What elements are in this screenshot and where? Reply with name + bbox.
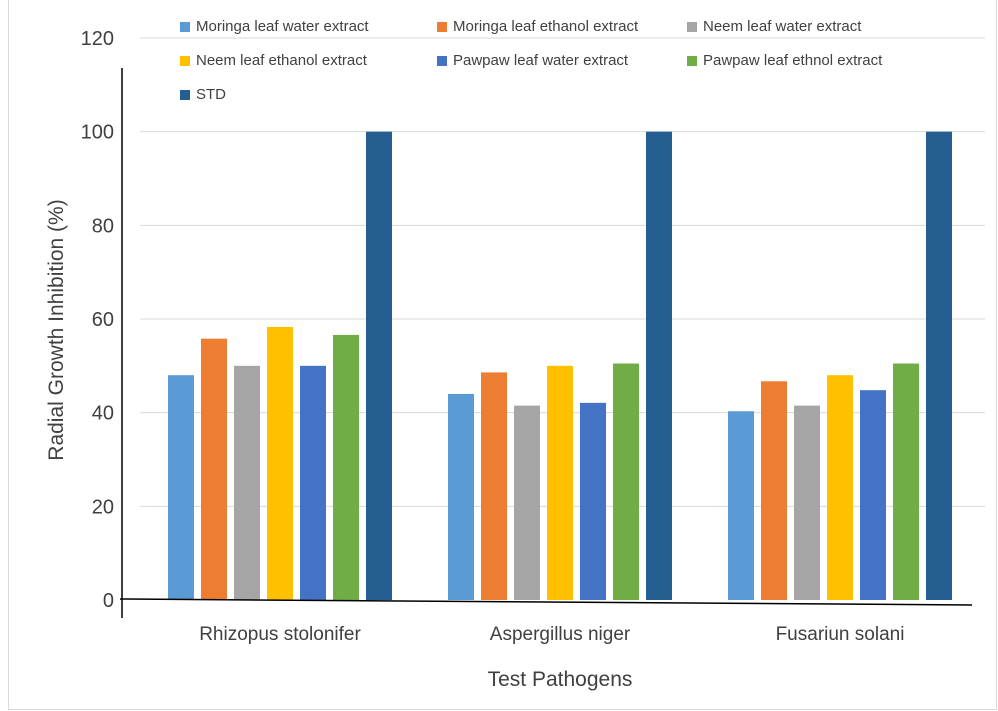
legend-item-0: Moringa leaf water extract	[180, 18, 369, 35]
bar-1-3	[547, 365, 573, 600]
y-tick-label-20: 20	[92, 496, 114, 518]
legend-swatch	[437, 55, 447, 66]
legend-swatch	[180, 89, 190, 100]
legend-item-1: Moringa leaf ethanol extract	[437, 18, 638, 35]
legend-label: Moringa leaf water extract	[196, 18, 369, 35]
y-tick-label-120: 120	[81, 28, 114, 50]
bar-1-2	[514, 405, 540, 600]
y-tick-label-80: 80	[92, 215, 114, 237]
y-tick-label-100: 100	[81, 122, 114, 144]
bar-1-4	[580, 402, 606, 600]
legend-item-4: Pawpaw leaf water extract	[437, 52, 628, 69]
legend-label: Neem leaf ethanol extract	[196, 52, 367, 69]
legend-swatch	[687, 55, 697, 66]
bar-0-0	[168, 375, 194, 600]
chart-frame	[8, 0, 997, 710]
legend-item-2: Neem leaf water extract	[687, 18, 861, 35]
legend-item-6: STD	[180, 86, 226, 103]
tick-labels: 0 20 40 60 80 100 120 Rhizopus stolonifer Asperg…	[81, 28, 905, 645]
y-axis-title: Radial Growth Inhibition (%)	[45, 199, 68, 461]
x-tick-label-0: Rhizopus stolonifer	[199, 624, 361, 645]
legend-label: Moringa leaf ethanol extract	[453, 18, 639, 35]
y-tick-label-0: 0	[103, 590, 114, 612]
bar-2-2	[794, 405, 820, 600]
legend-swatch	[687, 21, 697, 32]
bar-0-1	[201, 338, 227, 600]
bars	[168, 131, 952, 600]
bar-0-5	[333, 334, 359, 600]
legend-swatch	[437, 21, 447, 32]
axes	[119, 68, 973, 618]
legend-swatch	[180, 21, 190, 32]
bar-2-5	[893, 363, 919, 600]
legend-label: Pawpaw leaf ethnol extract	[703, 52, 883, 69]
x-tick-label-1: Aspergillus niger	[490, 624, 631, 645]
bar-0-4	[300, 365, 326, 600]
legend-label: Neem leaf water extract	[703, 18, 862, 35]
legend-label: Pawpaw leaf water extract	[453, 52, 629, 69]
legend-swatch	[180, 55, 190, 66]
bar-0-2	[234, 365, 260, 600]
bar-0-3	[267, 326, 293, 600]
bar-2-4	[860, 390, 886, 600]
legend-label: STD	[196, 86, 226, 103]
bar-0-6	[366, 131, 392, 600]
legend-item-3: Neem leaf ethanol extract	[180, 52, 367, 69]
bar-1-1	[481, 372, 507, 600]
x-tick-label-2: Fusariun solani	[776, 624, 905, 645]
bar-1-0	[448, 393, 474, 600]
x-axis-line	[119, 598, 973, 606]
x-axis-title: Test Pathogens	[487, 668, 633, 691]
bar-2-3	[827, 375, 853, 600]
bar-1-5	[613, 363, 639, 600]
bar-2-6	[926, 131, 952, 600]
y-tick-label-60: 60	[92, 309, 114, 331]
y-tick-label-40: 40	[92, 403, 114, 425]
bar-2-0	[728, 411, 754, 600]
legend-item-5: Pawpaw leaf ethnol extract	[687, 52, 882, 69]
bar-2-1	[761, 381, 787, 600]
bar-1-6	[646, 131, 672, 600]
